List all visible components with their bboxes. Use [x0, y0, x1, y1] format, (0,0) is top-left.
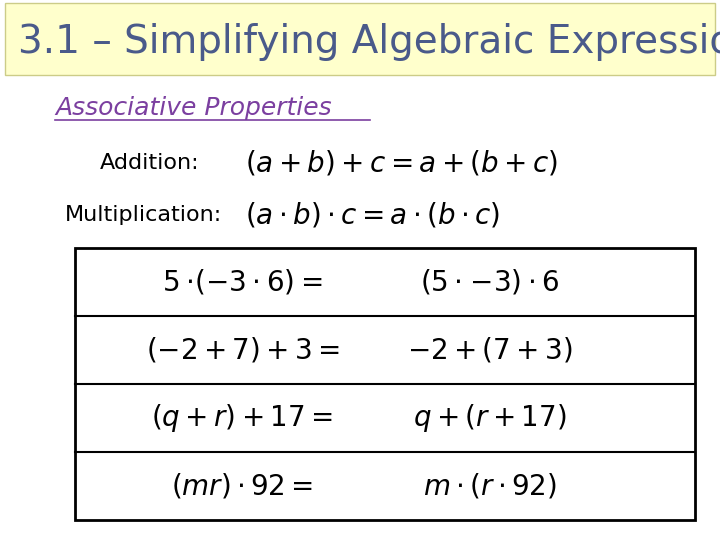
Text: $\left(a+b\right)+c=a+\left(b+c\right)$: $\left(a+b\right)+c=a+\left(b+c\right)$: [245, 148, 558, 178]
Text: Addition:: Addition:: [100, 153, 199, 173]
Text: $m\cdot\left(r\cdot 92\right)$: $m\cdot\left(r\cdot 92\right)$: [423, 471, 557, 501]
Text: $5\cdot\!\left(-3\cdot 6\right)=$: $5\cdot\!\left(-3\cdot 6\right)=$: [162, 267, 323, 296]
Text: $q+\left(r+17\right)$: $q+\left(r+17\right)$: [413, 402, 566, 434]
Bar: [75, 248, 695, 520]
Text: $\left(a \cdot b\right)\cdot c=a\cdot\left(b \cdot c\right)$: $\left(a \cdot b\right)\cdot c=a\cdot\le…: [245, 200, 500, 230]
Text: $\left(q+r\right)+17=$: $\left(q+r\right)+17=$: [151, 402, 333, 434]
Text: $\left(-2+7\right)+3=$: $\left(-2+7\right)+3=$: [145, 335, 339, 364]
Bar: [5, 3, 715, 75]
Text: $-2+\left(7+3\right)$: $-2+\left(7+3\right)$: [407, 335, 572, 364]
Text: Multiplication:: Multiplication:: [65, 205, 222, 225]
Text: $\left(5\cdot\!-\!3\right)\cdot 6$: $\left(5\cdot\!-\!3\right)\cdot 6$: [420, 267, 559, 296]
Text: $\left(mr\right)\cdot 92=$: $\left(mr\right)\cdot 92=$: [171, 471, 313, 501]
Text: Associative Properties: Associative Properties: [55, 96, 332, 120]
Text: 3.1 – Simplifying Algebraic Expressions: 3.1 – Simplifying Algebraic Expressions: [18, 23, 720, 61]
